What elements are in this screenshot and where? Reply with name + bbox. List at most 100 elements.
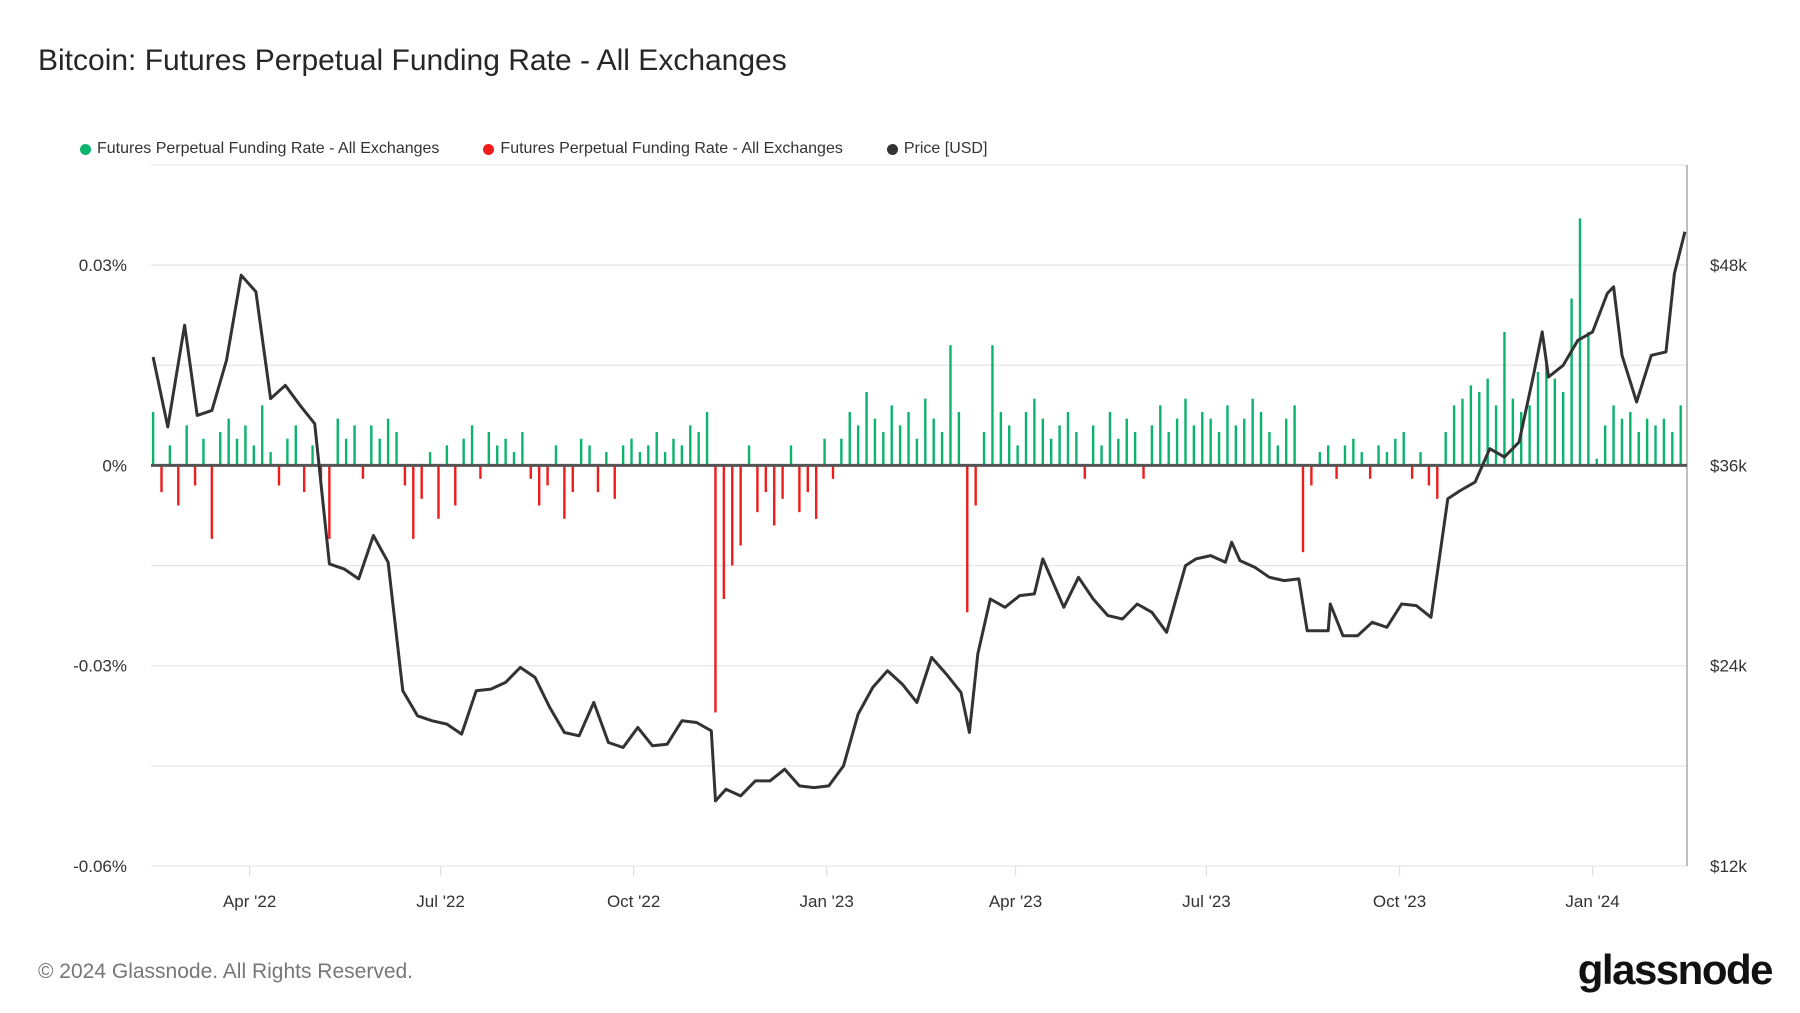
legend-item-funding-negative[interactable]: Futures Perpetual Funding Rate - All Exc… <box>483 140 843 158</box>
funding-bar-positive <box>1494 405 1498 466</box>
funding-bar-positive <box>294 425 297 466</box>
funding-bar-positive <box>672 438 675 466</box>
funding-bar-positive <box>865 391 868 466</box>
y-left-tick-label: 0% <box>102 456 127 475</box>
funding-bar-positive <box>370 425 373 466</box>
x-tick-label: Jan '23 <box>800 892 854 911</box>
funding-bar-positive <box>991 345 994 466</box>
funding-bar-positive <box>1285 418 1288 466</box>
legend-item-price[interactable]: Price [USD] <box>886 140 987 158</box>
funding-bar-positive <box>395 432 398 466</box>
funding-bar-negative <box>966 465 969 613</box>
funding-bar-positive <box>1184 398 1187 466</box>
funding-bar-positive <box>1226 405 1229 466</box>
funding-bar-positive <box>882 432 885 466</box>
funding-bar-positive <box>1201 412 1204 466</box>
funding-bar-positive <box>1444 432 1447 466</box>
funding-bar-positive <box>1662 418 1666 466</box>
funding-bar-positive <box>1033 398 1036 466</box>
funding-bar-positive <box>680 445 684 466</box>
funding-bar-positive <box>663 452 667 466</box>
x-tick-label: Apr '23 <box>989 892 1042 911</box>
funding-bar-positive <box>1108 412 1112 466</box>
y-right-tick-label: $12k <box>1710 857 1747 876</box>
funding-bar-negative <box>177 465 180 506</box>
funding-bar-positive <box>487 432 491 466</box>
funding-bar-negative <box>537 465 541 506</box>
funding-bar-positive <box>1561 391 1565 466</box>
funding-bar-positive <box>378 438 381 466</box>
funding-bar-positive <box>1049 438 1053 466</box>
funding-bar-positive <box>1511 398 1515 466</box>
funding-bar-positive <box>873 418 877 466</box>
funding-bar-positive <box>445 445 449 466</box>
funding-bar-positive <box>1159 405 1162 466</box>
legend-dot-icon <box>886 143 898 155</box>
legend-label: Futures Perpetual Funding Rate - All Exc… <box>500 140 843 157</box>
funding-bar-positive <box>1612 405 1615 466</box>
funding-bar-positive <box>1595 458 1598 466</box>
funding-bar-positive <box>1117 438 1120 466</box>
funding-bar-positive <box>1452 405 1456 466</box>
funding-bar-negative <box>756 465 759 513</box>
legend-item-funding-positive[interactable]: Futures Perpetual Funding Rate - All Exc… <box>80 140 439 158</box>
funding-bar-negative <box>773 465 776 526</box>
funding-bar-negative <box>210 465 214 539</box>
funding-bar-negative <box>974 465 977 506</box>
funding-bar-positive <box>227 418 230 466</box>
funding-bar-positive <box>1587 331 1590 466</box>
funding-bar-positive <box>1192 425 1196 466</box>
funding-bar-negative <box>722 465 726 599</box>
funding-bar-positive <box>1360 452 1363 466</box>
funding-bar-negative <box>412 465 415 539</box>
funding-bar-positive <box>848 412 851 466</box>
chart-title: Bitcoin: Futures Perpetual Funding Rate … <box>38 44 787 77</box>
funding-bar-negative <box>1368 465 1372 479</box>
funding-bar-positive <box>1679 405 1682 466</box>
funding-bar-positive <box>344 438 348 466</box>
y-left-tick-label: -0.06% <box>73 857 127 876</box>
funding-bar-positive <box>286 438 289 466</box>
funding-bar-positive <box>1268 432 1271 466</box>
funding-bar-negative <box>806 465 809 493</box>
copyright-text: © 2024 Glassnode. All Rights Reserved. <box>38 960 414 983</box>
funding-bar-positive <box>1075 432 1078 466</box>
funding-bar-positive <box>554 445 558 466</box>
funding-bar-positive <box>1645 418 1649 466</box>
funding-bar-positive <box>1100 445 1103 466</box>
funding-bar-negative <box>479 465 482 479</box>
legend-label: Futures Perpetual Funding Rate - All Exc… <box>97 140 440 157</box>
funding-bar-positive <box>252 445 256 466</box>
funding-bar-positive <box>235 438 239 466</box>
funding-bar-positive <box>1478 391 1481 466</box>
funding-bar-positive <box>311 445 314 466</box>
chart-legend: Futures Perpetual Funding Rate - All Exc… <box>80 140 987 158</box>
funding-bar-positive <box>915 438 919 466</box>
funding-bar-negative <box>596 465 600 493</box>
funding-bar-negative <box>437 465 440 519</box>
funding-bar-negative <box>1436 465 1439 499</box>
funding-bar-positive <box>1058 425 1061 466</box>
funding-bar-positive <box>856 425 860 466</box>
funding-bar-positive <box>1671 432 1674 466</box>
funding-bar-positive <box>1553 378 1557 466</box>
funding-bar-positive <box>1536 371 1540 466</box>
funding-bar-positive <box>202 438 205 466</box>
funding-bar-positive <box>168 445 172 466</box>
funding-bar-positive <box>151 412 155 466</box>
funding-bar-positive <box>932 418 935 466</box>
funding-bar-negative <box>781 465 784 499</box>
funding-bar-positive <box>1243 418 1246 466</box>
funding-bar-negative <box>328 465 331 539</box>
funding-bar-negative <box>302 465 306 493</box>
funding-bar-positive <box>890 405 893 466</box>
y-right-tick-label: $36k <box>1710 456 1747 475</box>
funding-bar-positive <box>605 452 608 466</box>
funding-bar-positive <box>1150 425 1154 466</box>
funding-bar-positive <box>1545 358 1548 466</box>
price-line <box>151 231 1687 803</box>
funding-bar-positive <box>1620 418 1624 466</box>
funding-bar-positive <box>1343 445 1347 466</box>
funding-bar-positive <box>949 345 952 466</box>
